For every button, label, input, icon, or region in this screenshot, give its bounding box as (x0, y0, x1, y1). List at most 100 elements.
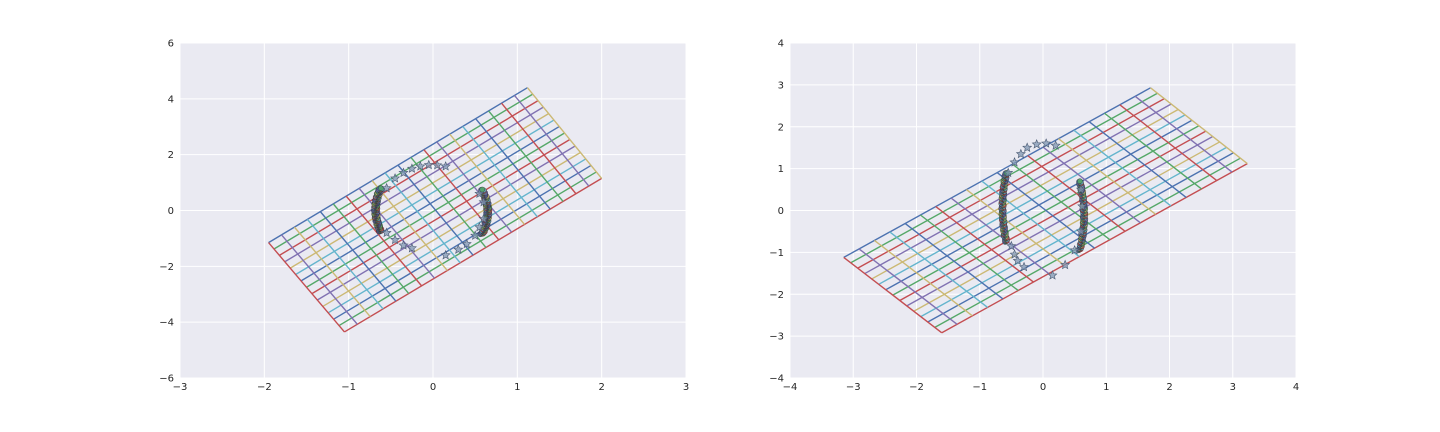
x-tick-label: −2 (909, 382, 924, 393)
y-tick-label: 0 (778, 206, 784, 217)
mesh-long-line (344, 177, 603, 333)
y-tick-label: −4 (159, 318, 174, 329)
mesh-cross-line (488, 110, 564, 202)
y-tick-label: 2 (168, 150, 174, 161)
star-point (390, 173, 401, 183)
mesh-long-line (268, 87, 528, 244)
y-tick-label: 0 (168, 206, 174, 217)
mesh-cross-line (935, 205, 1034, 283)
mesh-cross-line (1088, 121, 1187, 198)
cluster-point (378, 185, 384, 191)
mesh-cross-line (874, 239, 973, 317)
mesh-cross-line (371, 180, 448, 271)
star-point (1047, 270, 1058, 280)
star-point (1015, 148, 1026, 159)
star-point (453, 244, 464, 254)
y-tick-label: 1 (778, 164, 784, 175)
chart-left: −3 −2 −1 0 1 2 3 −6 −4 −2 0 2 4 6 (159, 39, 689, 394)
star-point (1019, 261, 1030, 272)
star-point (406, 242, 417, 253)
mesh-cross-line (462, 125, 538, 218)
star-point (432, 159, 443, 170)
x-tick-label: 1 (1103, 382, 1109, 393)
mesh-cross-line (268, 242, 345, 333)
y-tick-label: −2 (769, 290, 784, 301)
mesh-cross-line (904, 222, 1004, 300)
star-point (478, 196, 489, 207)
x-tick-label: −4 (783, 382, 798, 393)
mesh-cross-line (1119, 104, 1218, 182)
mesh-cross-line (410, 156, 487, 248)
star-point (1031, 139, 1042, 149)
mesh-cross-line (1027, 155, 1126, 232)
x-tick-label: 3 (683, 382, 689, 393)
x-tick-label: −1 (341, 382, 356, 393)
star-point (1075, 226, 1086, 236)
mesh-cross-line (858, 248, 958, 325)
y-tick-label: −4 (769, 374, 784, 385)
x-tick-label: 4 (1293, 382, 1299, 393)
mesh-cross-line (513, 94, 590, 187)
star-point (1069, 245, 1080, 255)
y-tick-label: 6 (168, 39, 174, 50)
mesh-cross-line (889, 231, 989, 308)
star-point (398, 240, 409, 250)
x-tick-label: 0 (430, 382, 436, 393)
mesh-cross-line (1073, 129, 1172, 207)
star-point (381, 227, 392, 238)
mesh-cross-line (501, 102, 577, 195)
mesh-cross-line (436, 141, 513, 233)
y-tick-label: 3 (778, 80, 784, 91)
y-tick-label: −6 (159, 374, 174, 385)
mesh-cross-line (1012, 163, 1111, 241)
mesh-cross-line (920, 214, 1019, 292)
mesh-cross-line (843, 256, 943, 334)
x-tick-label: 2 (1166, 382, 1172, 393)
star-point (381, 182, 392, 193)
star-point (1041, 138, 1052, 148)
x-tick-label: −3 (173, 382, 188, 393)
star-point (1050, 140, 1061, 150)
mesh-cross-line (996, 172, 1095, 249)
mesh-cross-line (319, 211, 397, 302)
x-tick-label: 1 (514, 382, 520, 393)
mesh-cross-line (384, 172, 461, 264)
mesh-cross-line (332, 203, 410, 295)
star-point (1012, 255, 1023, 266)
mesh-cross-line (280, 234, 358, 325)
cluster-point (1077, 178, 1083, 184)
star-point (470, 230, 481, 240)
star-point (1022, 142, 1033, 152)
star-point (390, 234, 401, 245)
star-point (1009, 157, 1020, 167)
star-point (461, 238, 472, 249)
x-tick-label: 2 (598, 382, 604, 393)
mesh-cross-line (397, 164, 474, 256)
x-tick-label: −2 (257, 382, 272, 393)
mesh-cross-line (1134, 95, 1233, 173)
star-point (478, 213, 489, 224)
y-tick-label: 4 (778, 39, 784, 50)
mesh-cross-line (966, 189, 1065, 266)
y-tick-label: 2 (778, 122, 784, 133)
mesh-cross-line (526, 87, 603, 179)
y-tick-label: −3 (769, 332, 784, 343)
star-point (440, 249, 451, 260)
mesh-cross-line (981, 180, 1080, 258)
y-tick-label: 4 (168, 94, 174, 105)
mesh-cross-line (345, 195, 423, 287)
mesh-cross-line (1150, 87, 1248, 165)
mesh-cross-line (1104, 112, 1202, 190)
mesh-cross-line (306, 218, 384, 310)
star-point (1003, 167, 1014, 178)
star-point (1009, 249, 1020, 259)
star-point (1060, 259, 1071, 270)
star-point (1077, 201, 1088, 211)
mesh-cross-line (950, 197, 1050, 275)
x-tick-label: 3 (1230, 382, 1236, 393)
y-tick-label: −2 (159, 262, 174, 273)
star-point (1006, 240, 1017, 251)
y-tick-label: −1 (769, 248, 784, 259)
mesh-cross-line (1042, 146, 1141, 224)
